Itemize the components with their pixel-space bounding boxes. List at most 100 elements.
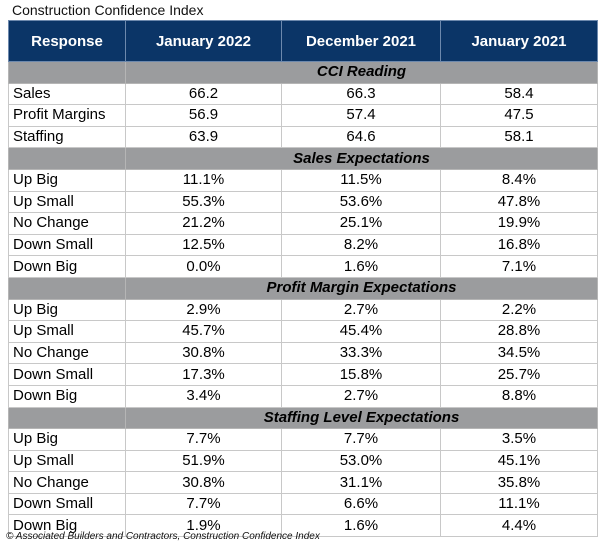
- row-label: Up Small: [8, 320, 126, 343]
- value-cell: 8.2%: [281, 233, 441, 257]
- value-cell: 2.2%: [440, 298, 598, 322]
- value-cell: 15.8%: [281, 363, 441, 386]
- table-row: Up Big 7.7% 7.7% 3.5%: [8, 428, 598, 451]
- cci-table: Response January 2022 December 2021 Janu…: [8, 20, 598, 538]
- value-cell: 11.1%: [125, 168, 282, 192]
- value-cell: 25.1%: [281, 212, 441, 235]
- value-cell: 12.5%: [125, 233, 282, 257]
- header-jan-2021: January 2021: [440, 20, 598, 62]
- value-cell: 3.5%: [440, 428, 598, 451]
- table-row: Down Big 3.4% 2.7% 8.8%: [8, 384, 598, 408]
- value-cell: 1.6%: [281, 255, 441, 278]
- row-label: Up Small: [8, 449, 126, 473]
- value-cell: 58.4: [440, 82, 598, 106]
- header-dec-2021: December 2021: [281, 20, 441, 62]
- value-cell: 31.1%: [281, 471, 441, 494]
- value-cell: 8.8%: [440, 384, 598, 408]
- table-row: No Change 21.2% 25.1% 19.9%: [8, 212, 598, 235]
- value-cell: 51.9%: [125, 449, 282, 473]
- row-label: Up Small: [8, 190, 126, 214]
- row-label: Up Big: [8, 298, 126, 322]
- table-row: Down Big 0.0% 1.6% 7.1%: [8, 255, 598, 278]
- value-cell: 47.5: [440, 104, 598, 127]
- header-row: Response January 2022 December 2021 Janu…: [8, 20, 598, 62]
- value-cell: 64.6: [281, 125, 441, 149]
- row-label: Down Small: [8, 492, 126, 516]
- value-cell: 8.4%: [440, 168, 598, 192]
- header-response: Response: [8, 20, 126, 62]
- row-label: Staffing: [8, 125, 126, 149]
- table-title: Construction Confidence Index: [12, 2, 204, 18]
- row-label: Profit Margins: [8, 104, 126, 127]
- value-cell: 45.1%: [440, 449, 598, 473]
- table-row: Up Small 51.9% 53.0% 45.1%: [8, 449, 598, 473]
- table-row: Up Big 2.9% 2.7% 2.2%: [8, 298, 598, 322]
- row-label: Down Big: [8, 384, 126, 408]
- table-row: Up Small 45.7% 45.4% 28.8%: [8, 320, 598, 343]
- value-cell: 55.3%: [125, 190, 282, 214]
- value-cell: 7.1%: [440, 255, 598, 278]
- value-cell: 57.4: [281, 104, 441, 127]
- table-row: No Change 30.8% 31.1% 35.8%: [8, 471, 598, 494]
- row-label: Sales: [8, 82, 126, 106]
- section-header-row: Staffing Level Expectations: [8, 406, 598, 430]
- value-cell: 45.4%: [281, 320, 441, 343]
- value-cell: 21.2%: [125, 212, 282, 235]
- table-row: Down Big 1.9% 1.6% 4.4%: [8, 514, 598, 538]
- value-cell: 33.3%: [281, 341, 441, 365]
- row-label: Down Big: [8, 255, 126, 278]
- section-label: Staffing Level Expectations: [125, 406, 598, 430]
- value-cell: 28.8%: [440, 320, 598, 343]
- value-cell: 16.8%: [440, 233, 598, 257]
- section-label: CCI Reading: [125, 61, 598, 84]
- value-cell: 47.8%: [440, 190, 598, 214]
- section-blank-cell: [8, 61, 126, 84]
- row-label: Down Small: [8, 363, 126, 386]
- source-footer: © Associated Builders and Contractors, C…: [6, 531, 320, 542]
- table-row: Up Big 11.1% 11.5% 8.4%: [8, 168, 598, 192]
- section-blank-cell: [8, 406, 126, 430]
- value-cell: 3.4%: [125, 384, 282, 408]
- value-cell: 53.0%: [281, 449, 441, 473]
- header-jan-2022: January 2022: [125, 20, 282, 62]
- row-label: No Change: [8, 212, 126, 235]
- row-label: Down Small: [8, 233, 126, 257]
- value-cell: 45.7%: [125, 320, 282, 343]
- value-cell: 66.3: [281, 82, 441, 106]
- value-cell: 17.3%: [125, 363, 282, 386]
- value-cell: 35.8%: [440, 471, 598, 494]
- value-cell: 7.7%: [125, 492, 282, 516]
- value-cell: 2.7%: [281, 298, 441, 322]
- value-cell: 2.9%: [125, 298, 282, 322]
- table-row: Profit Margins 56.9 57.4 47.5: [8, 104, 598, 127]
- table-row: Staffing 63.9 64.6 58.1: [8, 125, 598, 149]
- row-label: No Change: [8, 341, 126, 365]
- row-label: Up Big: [8, 168, 126, 192]
- section-header-row: Sales Expectations: [8, 147, 598, 170]
- value-cell: 7.7%: [125, 428, 282, 451]
- section-blank-cell: [8, 276, 126, 300]
- section-header-row: Profit Margin Expectations: [8, 276, 598, 300]
- value-cell: 30.8%: [125, 471, 282, 494]
- value-cell: 11.5%: [281, 168, 441, 192]
- table-row: Down Small 12.5% 8.2% 16.8%: [8, 233, 598, 257]
- value-cell: 0.0%: [125, 255, 282, 278]
- table-row: No Change 30.8% 33.3% 34.5%: [8, 341, 598, 365]
- value-cell: 66.2: [125, 82, 282, 106]
- row-label: Up Big: [8, 428, 126, 451]
- row-label: Down Big: [8, 514, 126, 538]
- value-cell: 56.9: [125, 104, 282, 127]
- section-label: Sales Expectations: [125, 147, 598, 170]
- value-cell: 30.8%: [125, 341, 282, 365]
- value-cell: 7.7%: [281, 428, 441, 451]
- section-blank-cell: [8, 147, 126, 170]
- section-label: Profit Margin Expectations: [125, 276, 598, 300]
- value-cell: 11.1%: [440, 492, 598, 516]
- table-row: Down Small 7.7% 6.6% 11.1%: [8, 492, 598, 516]
- value-cell: 6.6%: [281, 492, 441, 516]
- value-cell: 25.7%: [440, 363, 598, 386]
- section-header-row: CCI Reading: [8, 61, 598, 84]
- value-cell: 19.9%: [440, 212, 598, 235]
- table-row: Sales 66.2 66.3 58.4: [8, 82, 598, 106]
- value-cell: 1.6%: [281, 514, 441, 538]
